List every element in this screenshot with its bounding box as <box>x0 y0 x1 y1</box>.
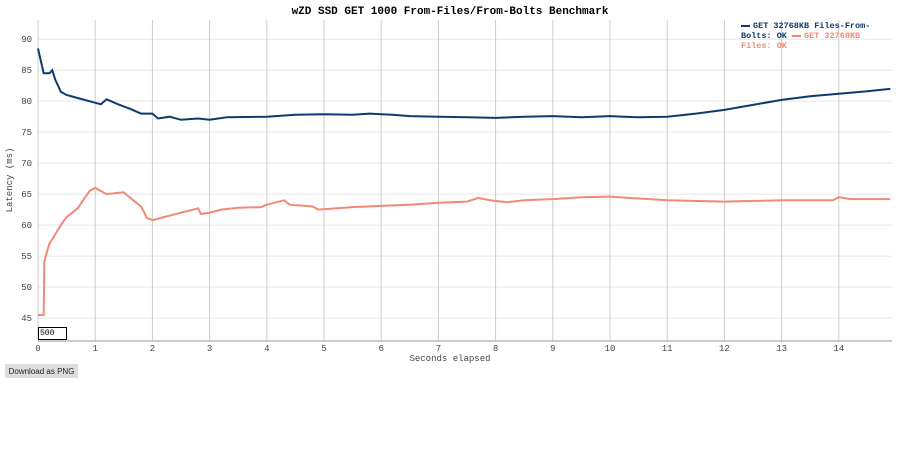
x-tick-label: 4 <box>264 344 269 354</box>
x-tick-label: 7 <box>436 344 441 354</box>
range-box[interactable]: 500 <box>38 327 67 340</box>
legend: GET 32768KB Files-From-Bolts: OK GET 327… <box>741 21 893 51</box>
y-tick-label: 50 <box>21 283 32 293</box>
x-tick-label: 3 <box>207 344 212 354</box>
x-tick-label: 5 <box>321 344 326 354</box>
y-tick-label: 65 <box>21 190 32 200</box>
x-tick-label: 14 <box>833 344 844 354</box>
x-tick-label: 10 <box>605 344 616 354</box>
x-axis-label: Seconds elapsed <box>409 354 490 364</box>
x-tick-label: 1 <box>92 344 97 354</box>
x-tick-label: 8 <box>493 344 498 354</box>
legend-label: GET 32768KB Files: OK <box>741 31 861 51</box>
x-tick-label: 13 <box>776 344 787 354</box>
y-tick-label: 75 <box>21 128 32 138</box>
x-tick-label: 2 <box>150 344 155 354</box>
x-tick-label: 0 <box>35 344 40 354</box>
x-tick-label: 9 <box>550 344 555 354</box>
legend-label: GET 32768KB Files-From-Bolts: OK <box>741 21 871 41</box>
series-line <box>37 48 891 121</box>
x-tick-label: 6 <box>378 344 383 354</box>
x-tick-label: 12 <box>719 344 730 354</box>
y-tick-label: 55 <box>21 252 32 262</box>
y-tick-label: 60 <box>21 221 32 231</box>
legend-item[interactable]: GET 32768KB Files-From-Bolts: OK <box>741 21 870 41</box>
y-tick-label: 90 <box>21 35 32 45</box>
y-tick-label: 45 <box>21 314 32 324</box>
legend-swatch <box>792 34 802 37</box>
chart-title: wZD SSD GET 1000 From-Files/From-Bolts B… <box>292 6 609 18</box>
series-line <box>38 186 891 316</box>
y-axis-label: Latency (ms) <box>5 148 15 213</box>
y-tick-label: 85 <box>21 66 32 76</box>
download-button[interactable]: Download as PNG <box>5 364 78 378</box>
x-tick-label: 11 <box>662 344 673 354</box>
y-tick-label: 70 <box>21 159 32 169</box>
y-tick-label: 80 <box>21 97 32 107</box>
legend-swatch <box>741 24 750 27</box>
legend-item[interactable]: GET 32768KB Files: OK <box>741 31 860 51</box>
